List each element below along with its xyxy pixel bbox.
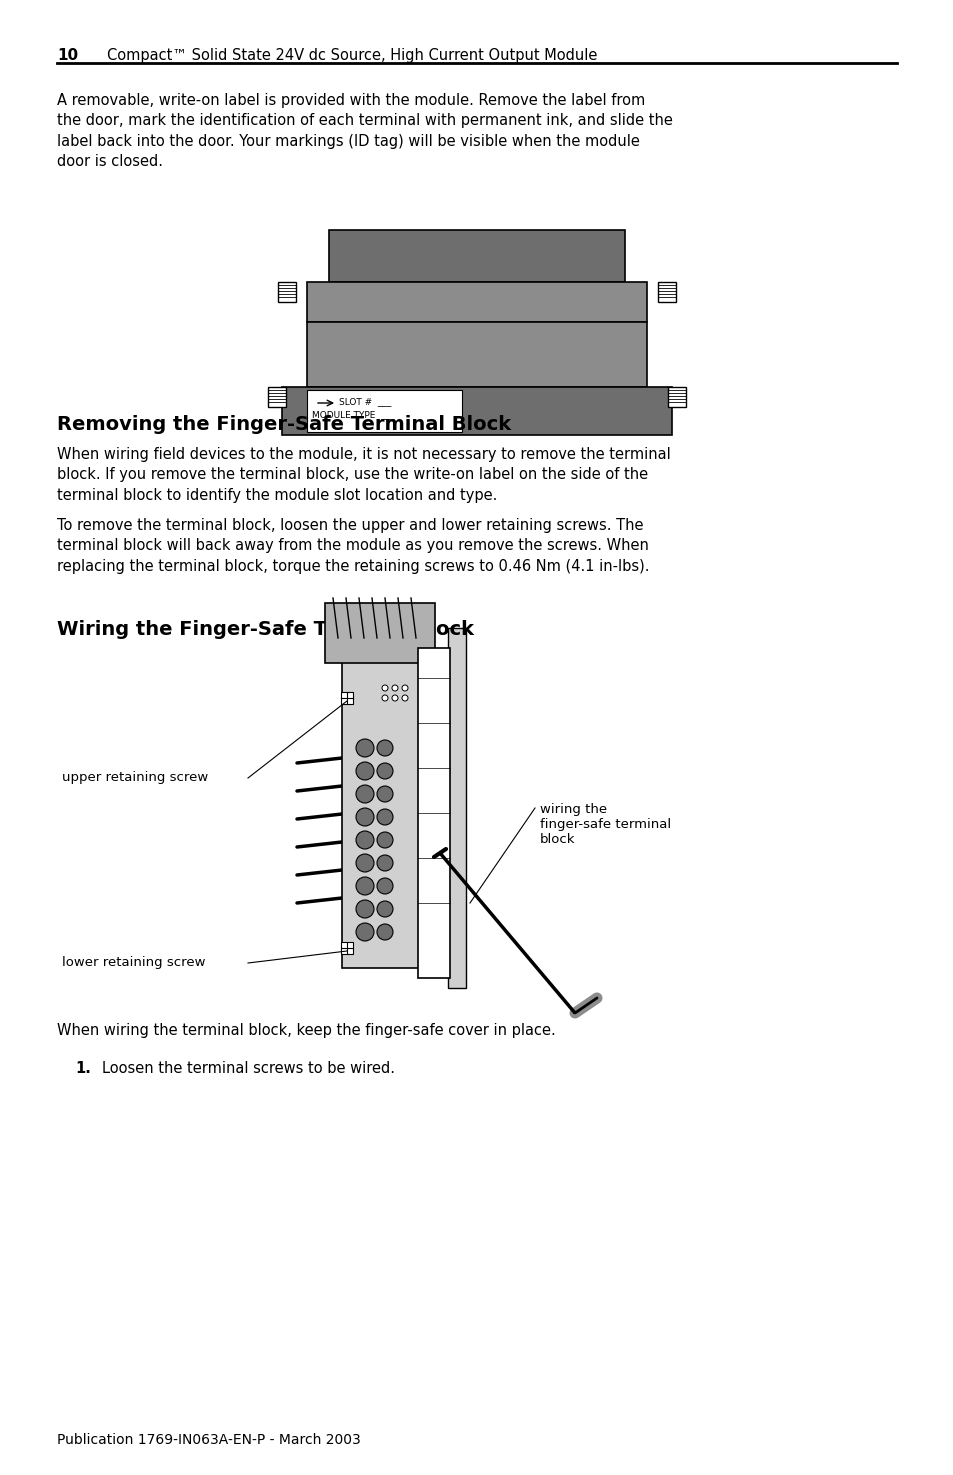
Circle shape [392, 684, 397, 690]
Circle shape [355, 739, 374, 757]
Circle shape [355, 830, 374, 850]
Circle shape [392, 695, 397, 701]
Bar [325, 603, 435, 662]
Circle shape [355, 808, 374, 826]
Text: Removing the Finger-Safe Terminal Block: Removing the Finger-Safe Terminal Block [57, 414, 511, 434]
Text: lower retaining screw: lower retaining screw [62, 956, 205, 969]
Text: Compact™ Solid State 24V dc Source, High Current Output Module: Compact™ Solid State 24V dc Source, High… [107, 49, 597, 63]
Circle shape [355, 763, 374, 780]
Circle shape [376, 901, 393, 917]
Text: wiring the
finger-safe terminal
block: wiring the finger-safe terminal block [539, 802, 670, 847]
Text: Publication 1769-IN063A-EN-P - March 2003: Publication 1769-IN063A-EN-P - March 200… [57, 1434, 360, 1447]
Circle shape [355, 854, 374, 872]
Circle shape [376, 786, 393, 802]
Circle shape [376, 923, 393, 940]
Bar [268, 386, 286, 407]
Circle shape [381, 695, 388, 701]
Bar [307, 322, 646, 386]
Text: MODULE TYPE  ___: MODULE TYPE ___ [312, 410, 395, 419]
Bar [448, 628, 465, 988]
Text: When wiring the terminal block, keep the finger-safe cover in place.: When wiring the terminal block, keep the… [57, 1024, 556, 1038]
Circle shape [376, 878, 393, 894]
Bar [277, 282, 295, 302]
Text: Loosen the terminal screws to be wired.: Loosen the terminal screws to be wired. [102, 1061, 395, 1075]
Text: A removable, write-on label is provided with the module. Remove the label from
t: A removable, write-on label is provided … [57, 93, 672, 170]
Circle shape [376, 763, 393, 779]
Circle shape [355, 900, 374, 917]
Bar [282, 386, 671, 435]
Text: SLOT #  ___: SLOT # ___ [338, 397, 391, 406]
Text: When wiring field devices to the module, it is not necessary to remove the termi: When wiring field devices to the module,… [57, 447, 670, 503]
Circle shape [355, 785, 374, 802]
Bar [667, 386, 685, 407]
Circle shape [376, 808, 393, 825]
Circle shape [381, 684, 388, 690]
Circle shape [376, 832, 393, 848]
Text: 1.: 1. [75, 1061, 91, 1075]
Bar [307, 389, 461, 432]
Bar [417, 648, 450, 978]
Text: upper retaining screw: upper retaining screw [62, 771, 208, 785]
Bar [307, 282, 646, 322]
Bar [329, 230, 624, 282]
Circle shape [401, 695, 408, 701]
Bar [340, 692, 353, 704]
Bar [340, 943, 353, 954]
Circle shape [355, 923, 374, 941]
Text: Wiring the Finger-Safe Terminal Block: Wiring the Finger-Safe Terminal Block [57, 620, 474, 639]
Circle shape [376, 855, 393, 872]
Circle shape [355, 878, 374, 895]
Text: 10: 10 [57, 49, 78, 63]
Circle shape [376, 740, 393, 757]
Circle shape [401, 684, 408, 690]
Bar [341, 658, 419, 968]
Bar [658, 282, 676, 302]
Text: To remove the terminal block, loosen the upper and lower retaining screws. The
t: To remove the terminal block, loosen the… [57, 518, 649, 574]
